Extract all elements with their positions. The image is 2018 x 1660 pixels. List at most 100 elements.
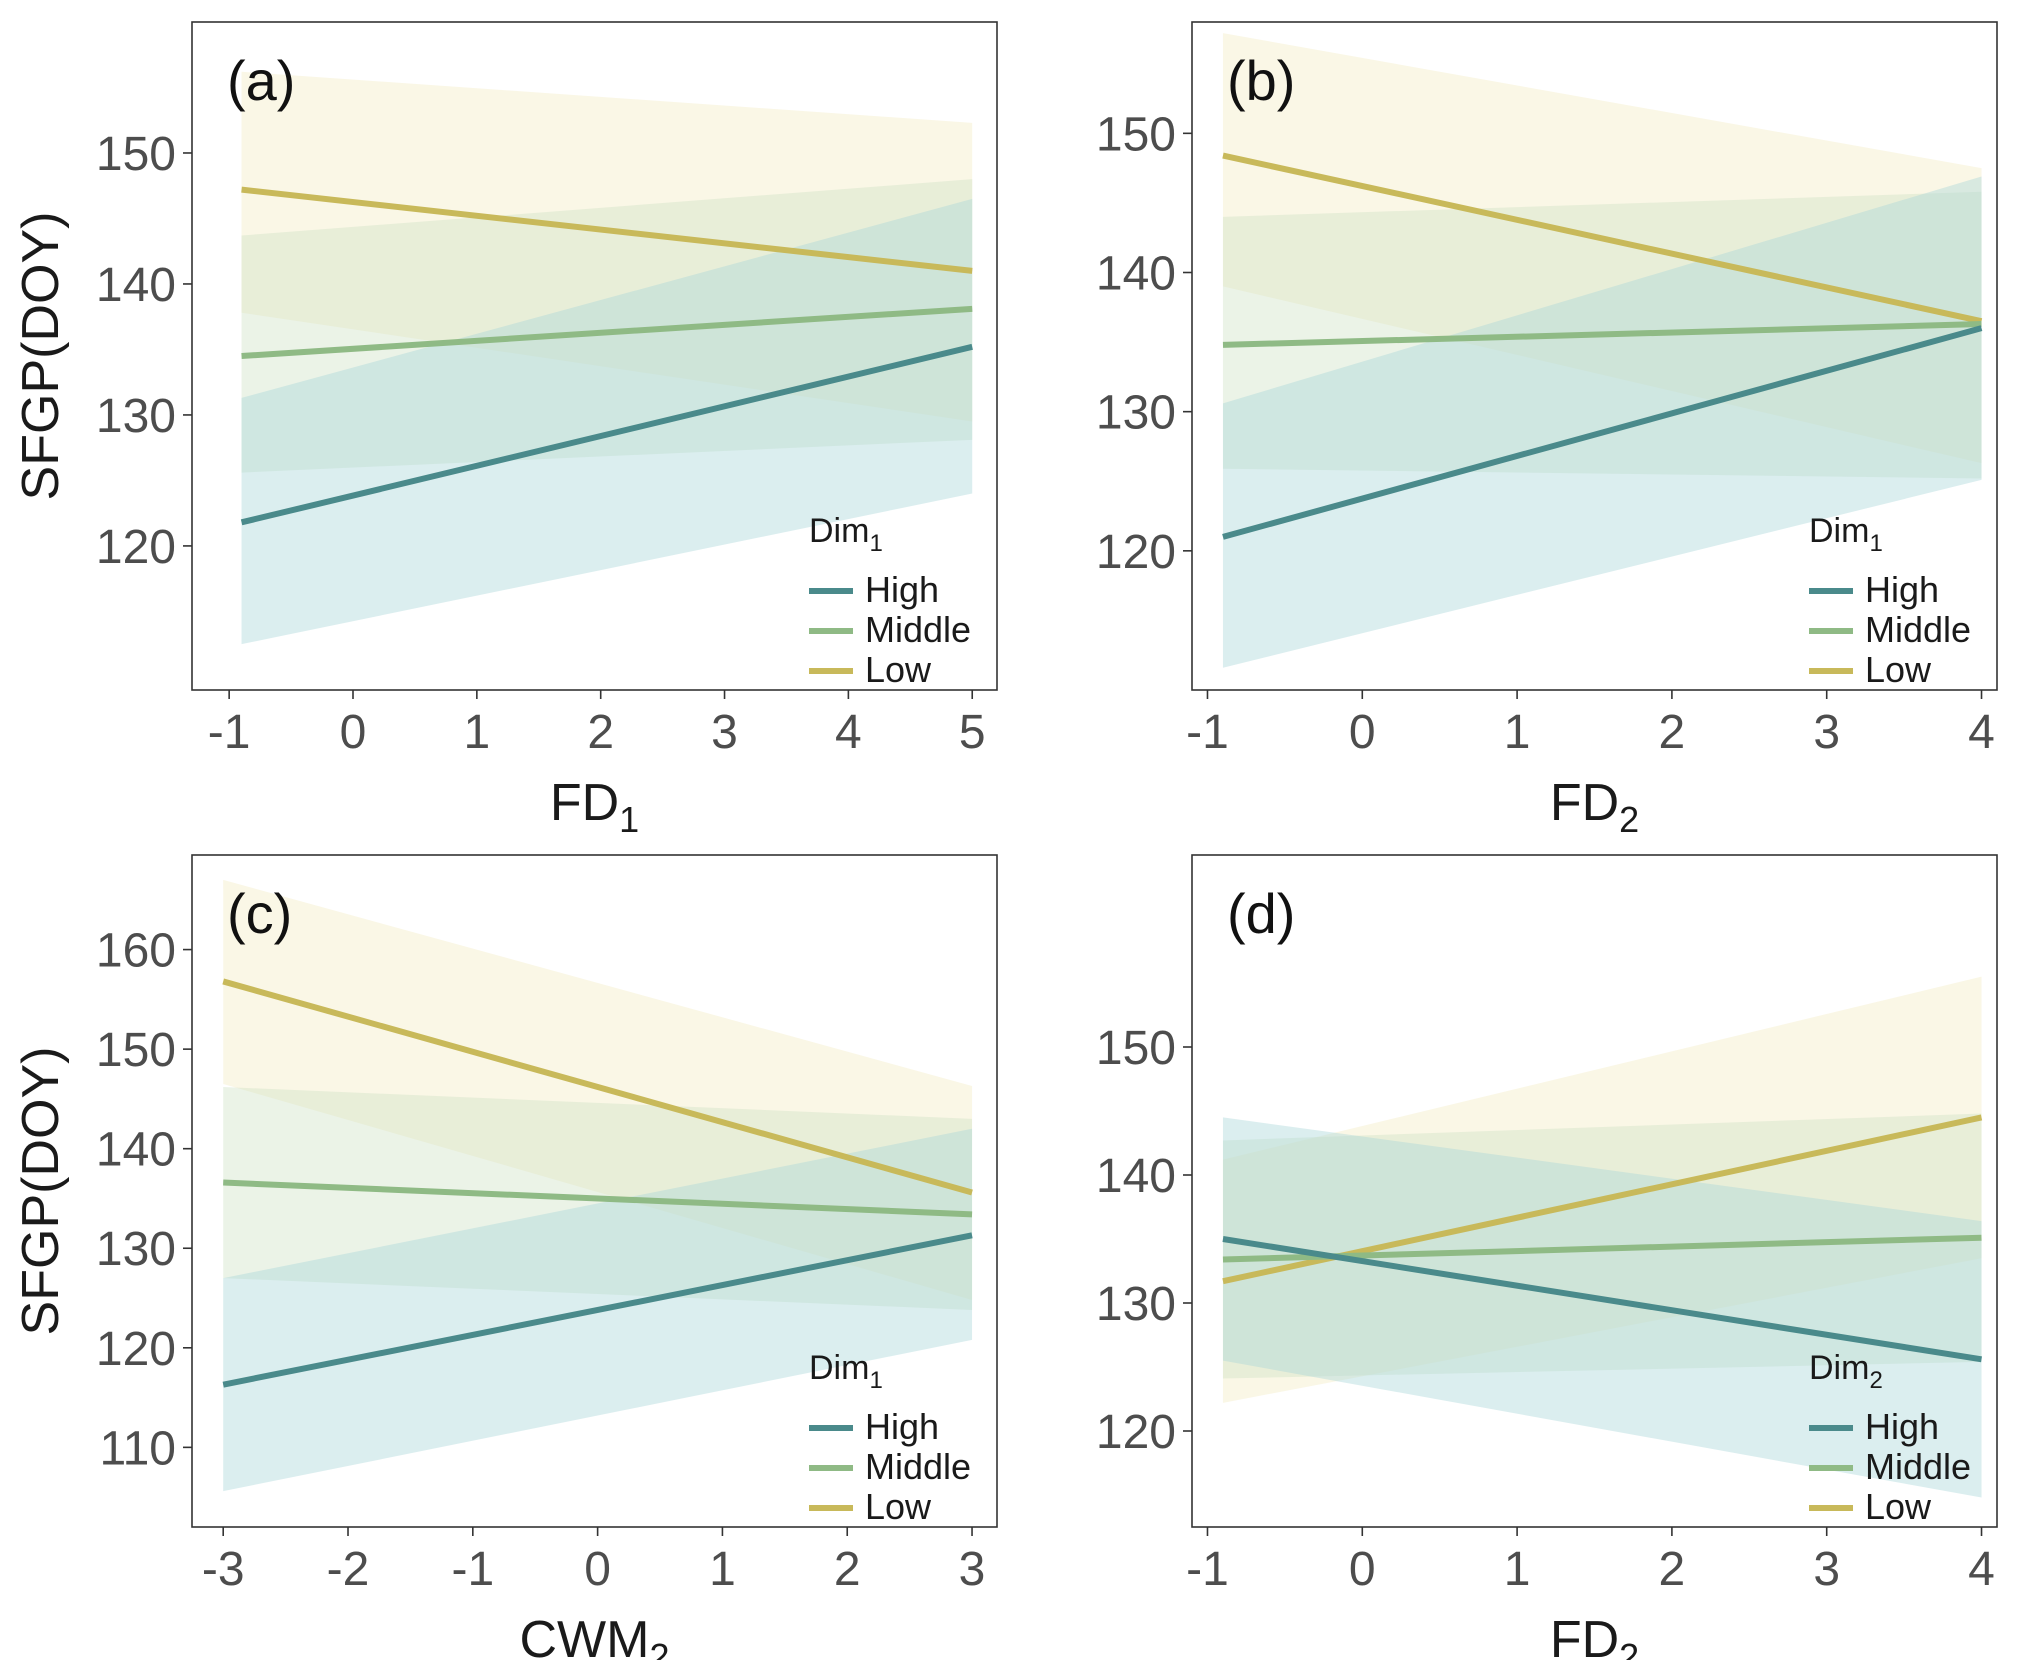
y-tick-label: 150 [96,1024,176,1077]
y-axis-title: SFGP(DOY) [12,212,70,501]
y-tick-label: 120 [96,521,176,574]
y-tick-label: 160 [96,925,176,978]
y-axis-title: SFGP(DOY) [12,1047,70,1336]
legend-label-middle: Middle [1865,1446,1971,1487]
x-axis-title-subscript: 1 [619,799,639,840]
x-tick-label: 3 [711,706,738,759]
x-axis-title-subscript: 2 [649,1636,669,1660]
y-tick-label: 120 [1096,1406,1176,1459]
legend-title: Dim1 [809,512,883,557]
x-axis-title-subscript: 2 [1619,799,1639,840]
legend-title-main: Dim [809,1349,869,1387]
fit-line-high [222,1232,973,1388]
y-tick-label: 110 [99,1422,176,1475]
plot-area [222,879,973,1492]
x-tick-label: 1 [709,1543,736,1596]
y-tick-label: 130 [96,1223,176,1276]
x-tick-label: 1 [463,706,490,759]
fit-line-low [222,978,973,1196]
legend-label-low: Low [865,649,932,690]
y-tick-label: 150 [1096,1022,1176,1075]
y-tick-label: 140 [1096,248,1176,301]
confidence-band-low [1222,976,1982,1403]
x-axis-title: FD1 [550,774,639,840]
x-tick-label: 1 [1504,706,1531,759]
y-tick-label: 120 [96,1323,176,1376]
legend-title-subscript: 2 [1869,1367,1882,1394]
x-axis-title: CWM2 [520,1611,670,1660]
confidence-band-low [1222,33,1982,464]
x-tick-label: -1 [1186,1543,1229,1596]
x-tick-label: 2 [1659,706,1686,759]
x-tick-label: 5 [959,706,986,759]
x-axis-title-main: CWM [520,1611,650,1660]
x-axis-title-main: FD [1550,774,1619,832]
panel-label: (a) [227,49,295,112]
legend-label-middle: Middle [865,1446,971,1487]
panel-background [1192,855,1997,1527]
x-tick-label: -2 [327,1543,370,1596]
panel-border [1191,21,1998,691]
x-tick-label: 2 [587,706,614,759]
y-tick-label: 120 [1096,526,1176,579]
x-axis-title-main: FD [1550,1611,1619,1660]
fit-line-middle [1222,1234,1982,1263]
legend-title-main: Dim [809,512,869,550]
panel-border [191,21,998,691]
x-axis-title-main: FD [550,774,619,832]
x-axis-title: FD2 [1550,774,1639,840]
y-tick-label: 140 [96,259,176,312]
x-tick-label: 1 [1504,1543,1531,1596]
legend-title-main: Dim [1809,1349,1869,1387]
fit-line-high [1222,325,1983,540]
y-tick-label: 150 [96,128,176,181]
panel-label: (b) [1227,49,1295,112]
plot-area [240,71,973,645]
y-tick-label: 150 [1096,108,1176,161]
legend-label-low: Low [1865,649,1932,690]
x-tick-label: 4 [1968,706,1995,759]
fit-line-low [241,186,973,274]
x-tick-label: -3 [202,1543,245,1596]
legend-title-main: Dim [1809,512,1869,550]
panel-label: (c) [227,882,292,945]
x-axis-title-subscript: 2 [1619,1636,1639,1660]
legend-label-middle: Middle [1865,609,1971,650]
x-axis-title: FD2 [1550,1611,1639,1660]
legend-label-high: High [1865,569,1939,610]
legend-label-high: High [865,569,939,610]
confidence-band-high [1222,176,1982,668]
legend-label-low: Low [1865,1486,1932,1527]
plot-area [1222,976,1983,1498]
legend-title: Dim1 [809,1349,883,1394]
fit-line-low [1222,152,1983,325]
panel-background [192,22,997,690]
legend-title: Dim1 [1809,512,1883,557]
x-tick-label: 0 [340,706,367,759]
panel-label: (d) [1227,882,1295,945]
y-tick-label: 130 [1096,1278,1176,1331]
confidence-band-low [241,71,973,422]
y-tick-label: 140 [96,1124,176,1177]
x-tick-label: -1 [1186,706,1229,759]
y-tick-label: 130 [96,390,176,443]
panel-background [1192,22,1997,690]
panel-border [191,854,998,1528]
legend-title-subscript: 1 [869,530,882,557]
y-tick-label: 140 [1096,1150,1176,1203]
y-tick-label: 130 [1096,387,1176,440]
x-tick-label: 0 [584,1543,611,1596]
x-tick-label: 0 [1349,1543,1376,1596]
confidence-band-high [241,198,973,645]
plot-area [1222,33,1983,668]
x-tick-label: -1 [208,706,251,759]
fit-line-middle [1222,320,1982,348]
fit-line-middle [223,1179,973,1218]
